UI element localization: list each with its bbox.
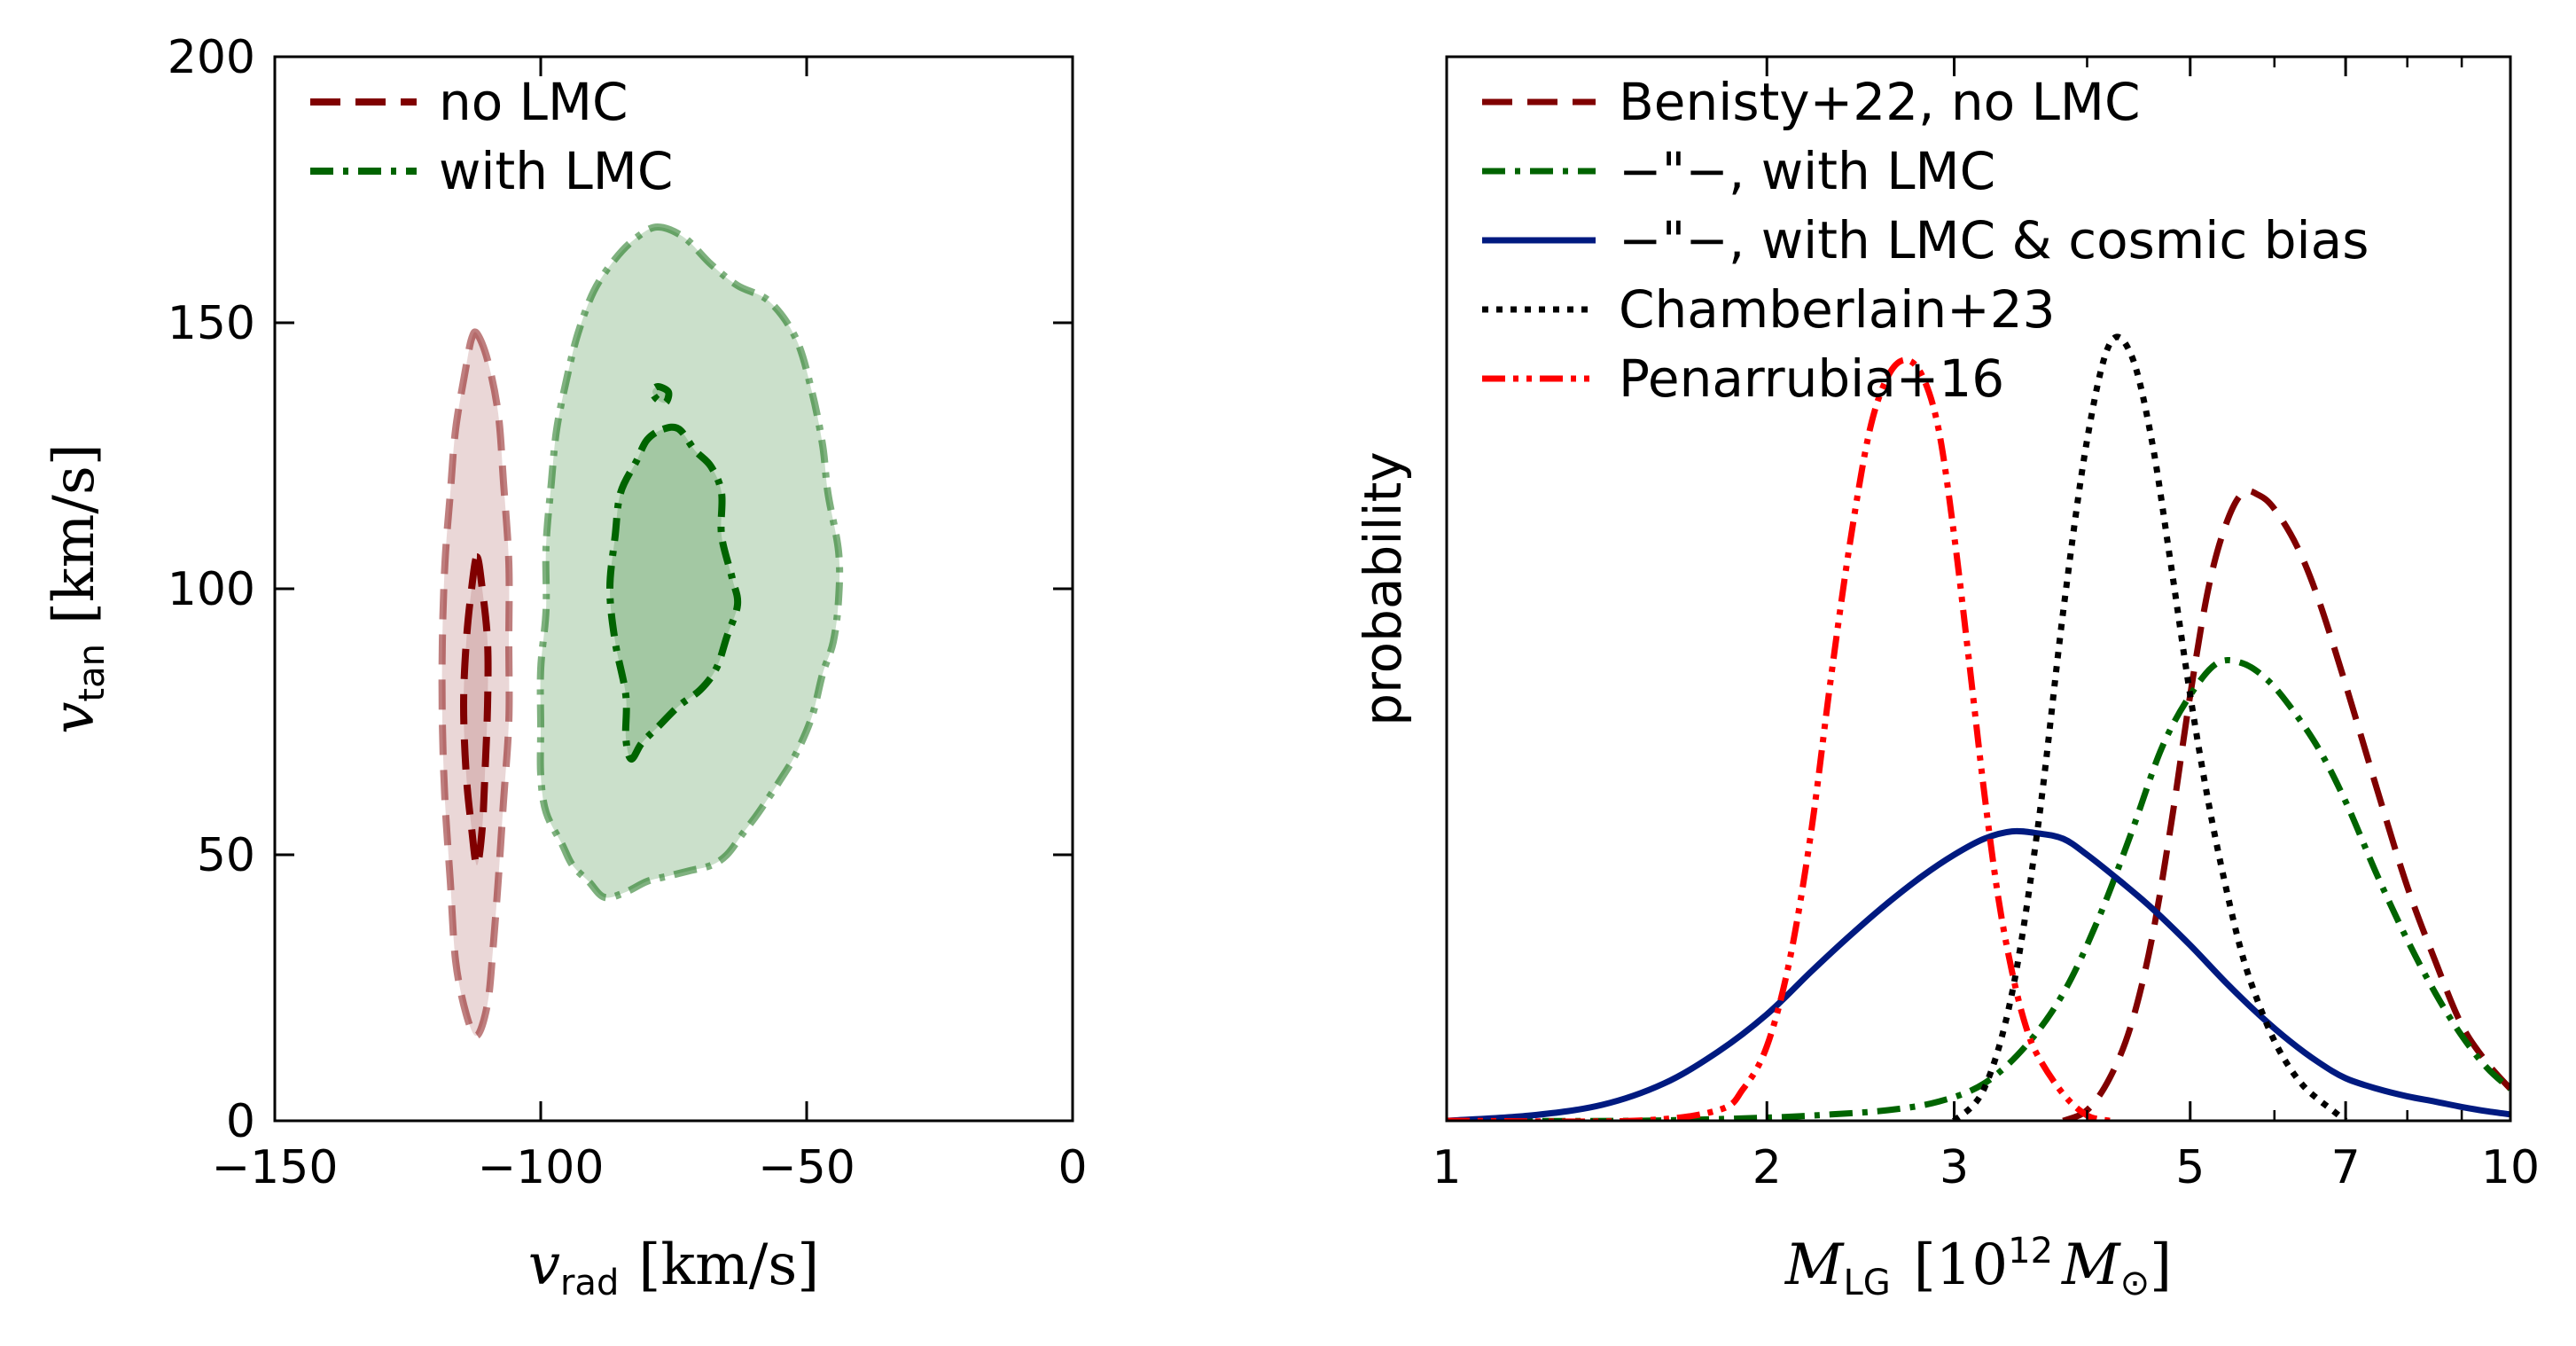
right-x-axis-label: MLG [1012 M⊙] — [1784, 1231, 2172, 1303]
legend-label-with-lmc: with LMC — [439, 141, 673, 201]
legend-label-chamberlain-23: Chamberlain+23 — [1619, 279, 2056, 340]
with-lmc-inner-contour — [606, 423, 742, 763]
left-y-tick-label: 100 — [168, 563, 255, 616]
left-y-tick-label: 200 — [168, 31, 255, 84]
legend-label-with-lmc: −"−, with LMC — [1619, 141, 1995, 201]
left-axis-ticks: −150 −100 −50 0 0 50 100 150 200 — [168, 31, 1088, 1194]
no-lmc-inner-contour — [460, 553, 492, 869]
right-plot-frame — [1445, 55, 2512, 1123]
left-y-axis-label: vtan[km/s] — [42, 443, 113, 734]
left-x-tick-label: 0 — [1058, 1141, 1087, 1194]
left-y-tick-label: 150 — [168, 297, 255, 350]
right-panel-mass-pdf: 1 2 3 5 7 10 Benisty+22, no LMC −"−, with LMC −… — [1353, 55, 2540, 1303]
left-contours — [438, 223, 844, 1040]
left-y-tick-label: 50 — [197, 829, 255, 882]
legend-label-penarrubia-16: Penarrubia+16 — [1619, 348, 2004, 409]
curve-penarrubia-16 — [1447, 356, 2111, 1121]
left-legend: no LMC with LMC — [310, 72, 673, 201]
right-x-tick-label: 10 — [2481, 1141, 2540, 1194]
right-x-tick-label: 3 — [1940, 1141, 1969, 1194]
left-x-axis-label: vrad [km/s] — [528, 1233, 819, 1303]
left-x-tick-label: −100 — [478, 1141, 605, 1194]
legend-label-no-lmc: no LMC — [439, 72, 628, 132]
right-x-tick-label: 1 — [1432, 1141, 1461, 1194]
right-x-tick-label: 7 — [2331, 1141, 2361, 1194]
right-x-tick-label: 5 — [2175, 1141, 2205, 1194]
with-lmc-island-1 — [649, 383, 673, 407]
right-y-axis-label: probability — [1353, 451, 1413, 725]
curve-benisty-22-no-lmc — [2062, 488, 2510, 1121]
curve-chamberlain-23 — [1951, 333, 2348, 1121]
legend-label-benisty-22-no-lmc: Benisty+22, no LMC — [1619, 72, 2140, 132]
left-x-tick-label: −150 — [212, 1141, 339, 1194]
left-y-tick-label: 0 — [226, 1095, 255, 1148]
left-x-tick-label: −50 — [758, 1141, 855, 1194]
curve-with-lmc-cosmic-bias — [1447, 827, 2510, 1121]
right-x-tick-label: 2 — [1752, 1141, 1782, 1194]
legend-label-with-lmc-cosmic-bias: −"−, with LMC & cosmic bias — [1619, 210, 2369, 270]
right-legend: Benisty+22, no LMC −"−, with LMC −"−, with… — [1482, 72, 2369, 409]
right-axis-ticks: 1 2 3 5 7 10 — [1432, 57, 2540, 1194]
curve-with-lmc — [1447, 657, 2510, 1121]
right-curves — [1447, 333, 2510, 1121]
